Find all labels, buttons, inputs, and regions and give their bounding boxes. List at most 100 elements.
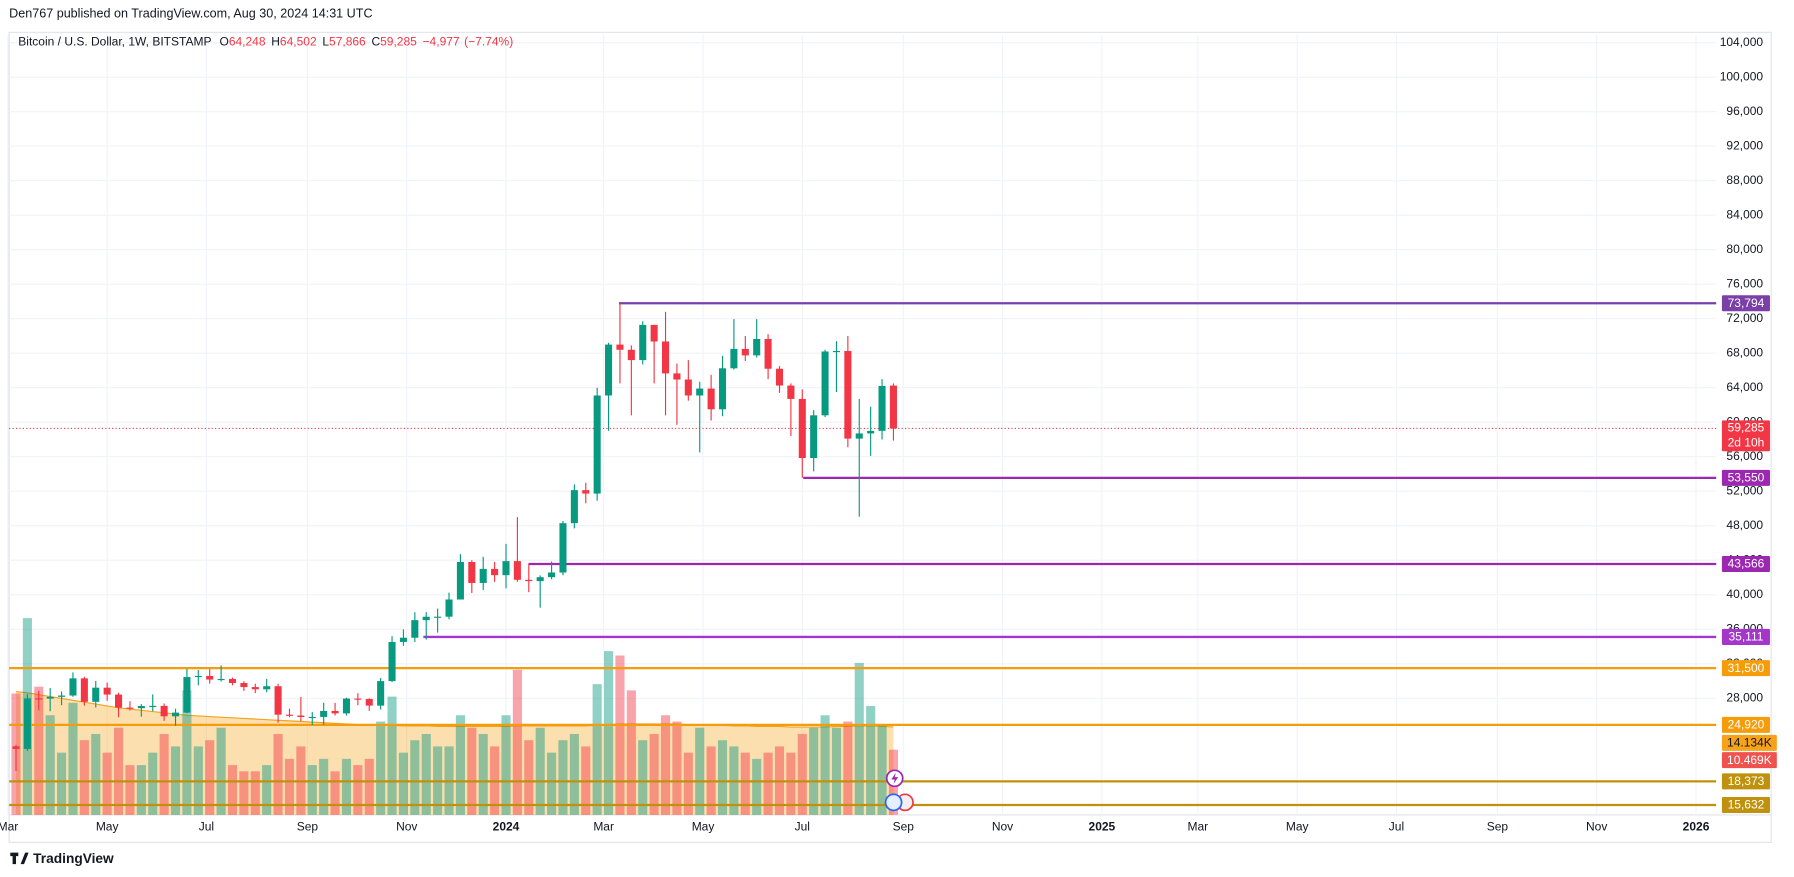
candle-body (855, 433, 863, 439)
volume-bar (501, 715, 511, 815)
candle-body (194, 675, 202, 678)
volume-bar (866, 705, 876, 815)
candle-body (228, 678, 237, 684)
candle-body (422, 616, 430, 621)
volume-bar (91, 733, 101, 815)
volume-bar (307, 765, 317, 815)
x-tick-label: 2025 (1089, 820, 1116, 834)
y-tick-label: 88,000 (1726, 173, 1763, 187)
volume-bar (763, 752, 773, 815)
volume-bar (125, 765, 135, 815)
volume-bar (148, 752, 158, 815)
level-label: 43,566 (1728, 557, 1765, 571)
volume-bar (672, 721, 682, 815)
volume-bar (649, 733, 659, 815)
candle-body (297, 715, 305, 718)
candle-body (718, 368, 727, 410)
x-tick-label: Sep (297, 820, 319, 834)
legend-value: 57,866 (329, 35, 366, 49)
volume-ma-area (15, 691, 894, 815)
volume-bar (341, 758, 352, 815)
volume-bar (512, 669, 522, 815)
candle-body (251, 687, 259, 690)
level-label-box (1721, 660, 1770, 677)
x-tick-label: Sep (893, 820, 915, 834)
volume-bar (820, 715, 830, 815)
volume-bar (102, 752, 112, 815)
candle-body (399, 637, 407, 642)
axis-labels: 73,794 53,550 43,566 35,111 31,500 24,920 18,3… (1721, 295, 1777, 813)
candle-body (810, 415, 818, 459)
volume-bar (626, 690, 636, 815)
candle-body (69, 678, 77, 696)
candle-body (741, 348, 749, 356)
volume-bar (603, 651, 614, 815)
candle-body (285, 714, 294, 716)
volume-bar (319, 758, 329, 815)
volume-label-box (1721, 752, 1777, 769)
x-tick-label: Jul (1389, 820, 1404, 834)
volume-bar (467, 727, 477, 815)
legend-change: −4,977 (423, 35, 460, 49)
candle-body (878, 385, 886, 431)
candle-body (548, 572, 556, 578)
candle-body (730, 348, 738, 369)
level-label: 53,550 (1728, 471, 1765, 485)
candle-body (605, 344, 613, 396)
y-tick-label: 104,000 (1720, 35, 1764, 49)
chart-frame (8, 31, 1772, 843)
legend-symbol: Bitcoin / U.S. Dollar, 1W, BITSTAMP (18, 35, 211, 49)
y-tick-label: 76,000 (1726, 276, 1763, 290)
candle-body (80, 678, 88, 702)
y-tick-label: 56,000 (1726, 449, 1763, 463)
level-label: 15,632 (1728, 798, 1765, 812)
candle-body (23, 698, 31, 749)
y-tick-label: 64,000 (1726, 380, 1763, 394)
volume-bar (717, 740, 728, 815)
volume-bar (387, 696, 397, 815)
candle-body (183, 677, 191, 713)
countdown-label: 2d 10h (1728, 435, 1765, 449)
candle-body (160, 705, 168, 717)
volume-bar (398, 752, 408, 815)
legend: Bitcoin / U.S. Dollar, 1W, BITSTAMP O64,2… (18, 35, 513, 49)
candle-body (479, 568, 487, 583)
legend-value: 64,248 (229, 35, 266, 49)
y-tick-label: 96,000 (1726, 104, 1763, 118)
x-tick-label: Nov (396, 820, 417, 834)
x-tick-label: Sep (1487, 820, 1509, 834)
legend-key: C (371, 35, 380, 49)
brand-name: TradingView (33, 851, 114, 866)
volume-bar (683, 752, 693, 815)
volume-bar (57, 752, 67, 815)
y-tick-label: 28,000 (1726, 690, 1763, 704)
volume-bar (638, 740, 648, 815)
volume-bar (45, 715, 55, 815)
volume-bar (615, 655, 625, 815)
candle-body (775, 368, 784, 386)
candle-body (58, 695, 66, 697)
volume-bar (330, 771, 340, 815)
candle-body (536, 577, 544, 582)
volume-bar (547, 752, 557, 815)
volume-ma-label: 14.134K (1727, 736, 1772, 750)
level-label: 24,920 (1728, 718, 1765, 732)
levels (9, 302, 1717, 807)
candle-body (570, 490, 578, 524)
candle-body (274, 686, 282, 715)
candle-body (377, 681, 385, 706)
legend-change-pct: (−7.74%) (464, 35, 513, 49)
level-label: 73,794 (1728, 296, 1765, 310)
y-tick-label: 72,000 (1726, 311, 1763, 325)
candle-body (263, 686, 271, 690)
y-tick-label: 80,000 (1726, 242, 1763, 256)
candle-body (149, 705, 157, 708)
level-label-box (1721, 716, 1770, 733)
x-tick-label: Nov (1586, 820, 1607, 834)
candle-body (126, 707, 134, 709)
candle-body (662, 341, 670, 374)
candle-body (582, 490, 590, 494)
volume-bar (421, 733, 431, 815)
candle-body (171, 712, 180, 717)
